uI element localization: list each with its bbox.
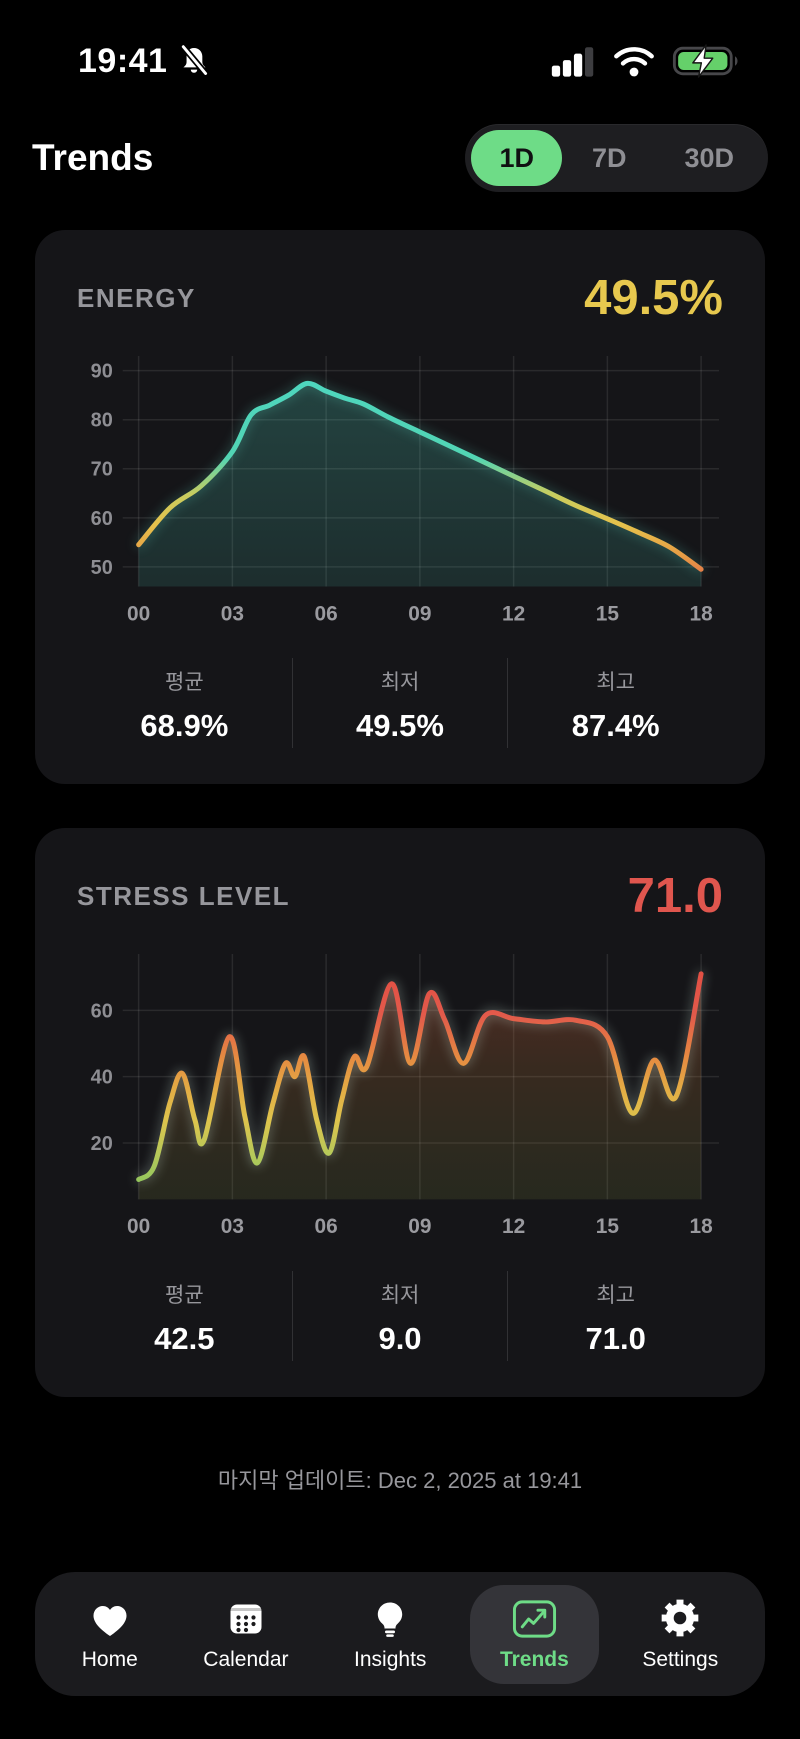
- range-button-7d[interactable]: 7D: [564, 130, 655, 186]
- stress-stat-max: 최고 71.0: [507, 1271, 723, 1362]
- tab-calendar-label: Calendar: [203, 1647, 289, 1671]
- wifi-icon: [614, 46, 654, 76]
- svg-text:09: 09: [408, 1215, 431, 1238]
- svg-text:90: 90: [91, 361, 113, 383]
- svg-text:12: 12: [502, 1215, 525, 1238]
- tab-trends[interactable]: Trends: [469, 1584, 599, 1684]
- stress-stats-row: 평균 42.5 최저 9.0 최고 71.0: [77, 1271, 723, 1362]
- svg-text:06: 06: [315, 602, 338, 625]
- stat-value: 49.5%: [356, 708, 444, 744]
- svg-text:40: 40: [91, 1067, 113, 1089]
- svg-text:15: 15: [596, 1215, 620, 1238]
- page-title: Trends: [32, 137, 154, 178]
- energy-stat-average: 평균 68.9%: [77, 658, 292, 748]
- energy-stat-max: 최고 87.4%: [507, 658, 723, 749]
- calendar-icon: [226, 1597, 266, 1639]
- stat-value: 71.0: [585, 1321, 646, 1357]
- stat-label: 최저: [380, 671, 420, 695]
- tab-insights-label: Insights: [354, 1647, 427, 1671]
- tab-insights[interactable]: Insights: [332, 1585, 448, 1684]
- energy-current-value: 49.5%: [584, 271, 723, 325]
- battery-charging-icon: [672, 44, 738, 78]
- svg-text:60: 60: [91, 508, 113, 530]
- stat-value: 9.0: [378, 1321, 422, 1357]
- svg-text:18: 18: [690, 1215, 713, 1238]
- signal-bars-icon: [551, 47, 594, 77]
- stress-card: STRESS LEVEL 71.0 20 40 60 00 03 06 09 12 15 18 평…: [35, 828, 765, 1398]
- range-button-30d[interactable]: 30D: [656, 130, 762, 186]
- stat-value: 87.4%: [571, 708, 660, 744]
- stress-stat-average: 평균 42.5: [77, 1271, 292, 1361]
- svg-text:70: 70: [91, 459, 113, 481]
- svg-text:20: 20: [91, 1133, 113, 1155]
- stress-stat-min: 최저 9.0: [291, 1271, 508, 1362]
- svg-text:18: 18: [690, 602, 713, 625]
- lightbulb-icon: [370, 1597, 410, 1639]
- trend-chart-icon: [512, 1597, 557, 1639]
- svg-text:00: 00: [127, 1215, 150, 1238]
- stat-value: 68.9%: [140, 708, 229, 744]
- page-header: Trends 1D 7D 30D: [0, 124, 800, 192]
- energy-stat-min: 최저 49.5%: [291, 658, 508, 749]
- svg-text:03: 03: [221, 602, 244, 625]
- svg-text:50: 50: [91, 557, 113, 579]
- svg-text:80: 80: [91, 410, 113, 432]
- svg-text:00: 00: [127, 602, 150, 625]
- stat-label: 최고: [596, 1284, 635, 1308]
- gear-icon: [659, 1597, 701, 1639]
- stat-value: 42.5: [154, 1321, 215, 1357]
- tab-settings-label: Settings: [642, 1647, 719, 1671]
- heart-icon: [90, 1597, 130, 1639]
- range-button-1d[interactable]: 1D: [471, 130, 562, 186]
- clock: 19:41: [78, 41, 168, 80]
- stat-label: 평균: [165, 1284, 204, 1308]
- stress-card-title: STRESS LEVEL: [77, 880, 291, 911]
- tab-calendar[interactable]: Calendar: [181, 1585, 310, 1684]
- tab-bar: Home Calendar Insights: [35, 1572, 765, 1696]
- energy-card-title: ENERGY: [77, 282, 196, 313]
- tab-home-label: Home: [81, 1647, 138, 1671]
- bell-slash-icon: [180, 43, 210, 77]
- energy-line-chart: 50 60 70 80 90 00 03 06 09 12 15 18: [91, 355, 720, 625]
- stat-label: 최저: [380, 1284, 420, 1308]
- tab-home[interactable]: Home: [60, 1585, 160, 1684]
- stat-label: 최고: [596, 671, 635, 695]
- stress-current-value: 71.0: [627, 869, 723, 924]
- svg-text:15: 15: [596, 602, 620, 625]
- energy-card: ENERGY 49.5% 50 60 70 80 90 00 03 06 09 12 15 18 평균…: [35, 230, 765, 785]
- tab-settings[interactable]: Settings: [620, 1585, 740, 1684]
- last-updated-text: 마지막 업데이트: Dec 2, 2025 at 19:41: [217, 1468, 583, 1494]
- svg-text:06: 06: [315, 1215, 338, 1238]
- status-bar: 19:41: [0, 0, 800, 88]
- svg-text:12: 12: [502, 602, 525, 625]
- svg-text:03: 03: [221, 1215, 244, 1238]
- tab-trends-label: Trends: [499, 1647, 569, 1671]
- energy-stats-row: 평균 68.9% 최저 49.5% 최고 87.4%: [77, 658, 723, 749]
- svg-text:60: 60: [91, 1000, 113, 1022]
- time-range-segmented-control: 1D 7D 30D: [465, 124, 768, 192]
- svg-text:09: 09: [408, 602, 431, 625]
- stress-line-chart: 20 40 60 00 03 06 09 12 15 18: [91, 954, 720, 1238]
- stat-label: 평균: [165, 671, 204, 695]
